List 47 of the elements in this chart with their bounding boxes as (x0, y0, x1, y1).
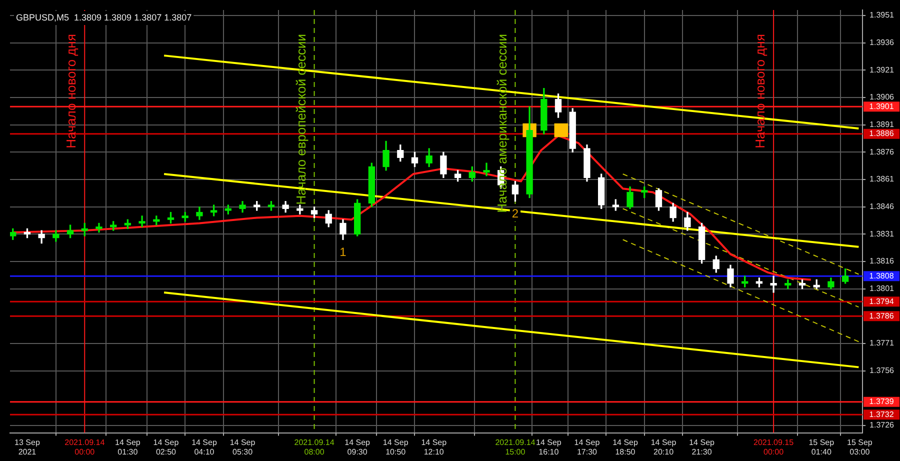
x-tick-label: 2021.09.14 00:00 (64, 438, 106, 456)
y-tick-label: 1.3816 (870, 256, 895, 266)
x-tick-label: 14 Sep 12:10 (421, 438, 448, 456)
ref-line-label: 1.3732 (869, 410, 894, 419)
annotation: 1 (340, 244, 347, 259)
x-tick-label: 14 Sep 04:10 (192, 438, 218, 456)
y-tick-label: 1.3891 (870, 120, 895, 130)
x-tick-label: 14 Sep 18:50 (612, 438, 638, 456)
y-tick-label: 1.3936 (870, 38, 895, 48)
x-tick-label: 2021.09.14 15:00 (495, 438, 536, 456)
x-tick-label: 2021.09.14 08:00 (294, 438, 335, 456)
x-tick-label: 15 Sep 01:40 (808, 438, 835, 456)
y-tick-label: 1.3906 (870, 92, 895, 102)
x-tick-label: 14 Sep 05:30 (230, 438, 256, 456)
ref-line-label: Начало нового дня (752, 34, 768, 148)
x-tick-label: 15 Sep 03:00 (846, 438, 873, 456)
chart-title: GBPUSD,M5 1.3809 1.3809 1.3807 1.3807 (16, 12, 192, 22)
y-tick-label: 1.3951 (870, 10, 895, 20)
ref-line-label: Начало американской сессии (494, 34, 510, 213)
x-tick-label: 13 Sep 2021 (14, 438, 40, 456)
x-tick-label: 14 Sep 10:50 (382, 438, 409, 456)
x-tick-label: 14 Sep 21:30 (689, 438, 716, 456)
y-tick-label: 1.3726 (870, 420, 895, 430)
x-tick-label: 14 Sep 09:30 (344, 438, 371, 456)
ref-line-label: 1.3901 (869, 102, 894, 111)
y-tick-label: 1.3771 (870, 338, 895, 348)
ref-line-label: 1.3808 (869, 271, 894, 280)
y-tick-label: 1.3801 (870, 284, 895, 294)
y-tick-label: 1.3876 (870, 147, 895, 156)
ref-line-label: 1.3786 (869, 311, 894, 320)
ref-line-label: 1.3739 (869, 397, 894, 406)
x-tick-label: 14 Sep 01:30 (115, 438, 141, 456)
x-tick-label: 2021.09.15 00:00 (754, 438, 794, 456)
ref-line-label: Начало европейской сессии (293, 34, 308, 205)
x-tick-label: 14 Sep 16:10 (536, 438, 562, 456)
x-tick-label: 14 Sep 02:50 (153, 438, 180, 456)
y-tick-label: 1.3861 (870, 174, 895, 184)
y-tick-label: 1.3846 (870, 202, 895, 212)
annotation: 2 (512, 206, 519, 221)
y-tick-label: 1.3921 (870, 65, 895, 74)
ref-line-label: Начало нового дня (64, 34, 79, 148)
ref-line-label: 1.3794 (869, 296, 894, 306)
x-tick-label: 14 Sep 20:10 (650, 438, 677, 456)
y-tick-label: 1.3756 (870, 366, 895, 376)
x-tick-label: 14 Sep 17:30 (574, 438, 600, 456)
y-tick-label: 1.3831 (870, 229, 895, 238)
ref-line-label: 1.3886 (869, 129, 894, 138)
